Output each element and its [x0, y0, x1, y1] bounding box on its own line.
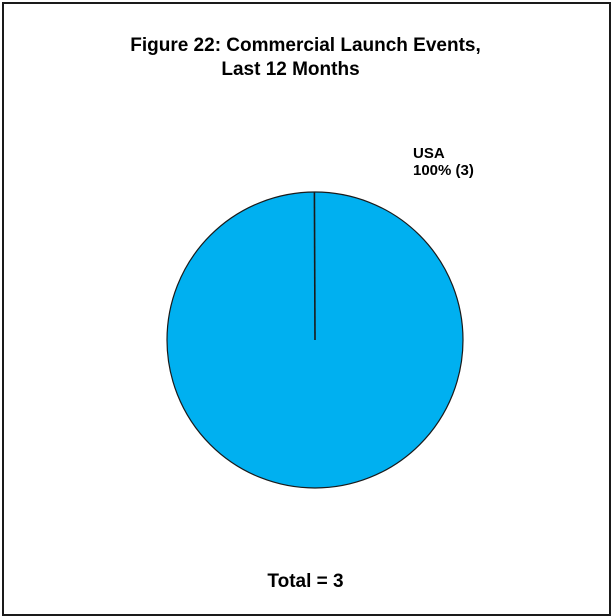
chart-title-line-2: Last 12 Months — [221, 59, 360, 80]
chart-total: Total = 3 — [267, 571, 344, 592]
slice-label-usa-name: USA — [413, 145, 445, 162]
chart-title: Figure 22: Commercial Launch Events, Las… — [0, 34, 611, 82]
chart-title-line-1: Figure 22: Commercial Launch Events, — [130, 35, 481, 56]
slice-label-usa: USA 100% (3) — [413, 145, 474, 179]
slice-label-usa-percent: 100% (3) — [413, 162, 474, 179]
pie-slice-boundary-usa — [313, 191, 316, 341]
